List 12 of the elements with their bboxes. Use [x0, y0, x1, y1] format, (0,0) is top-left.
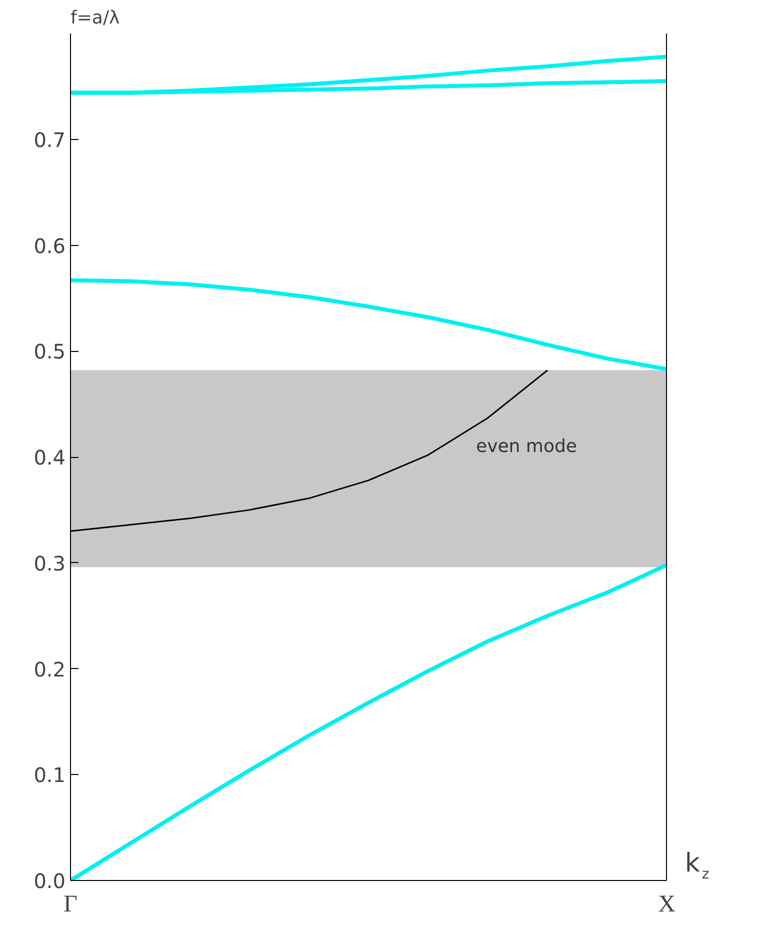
y-tick-label: 0.1 — [34, 763, 66, 788]
y-tick-label: 0.2 — [34, 657, 66, 682]
y-tick-label: 0.4 — [34, 446, 66, 470]
y-axis-title: f=a/λ — [70, 8, 120, 28]
y-tick-label: 0.6 — [34, 234, 66, 258]
y-tick-label: 0.7 — [34, 128, 66, 152]
y-tick-label: 0.0 — [34, 869, 66, 893]
x-tick-label: Γ — [64, 892, 78, 918]
x-tick-label: X — [658, 892, 676, 918]
annotation: even mode — [476, 436, 577, 457]
y-tick-label: 0.3 — [34, 551, 66, 576]
y-tick-label: 0.5 — [34, 340, 66, 364]
